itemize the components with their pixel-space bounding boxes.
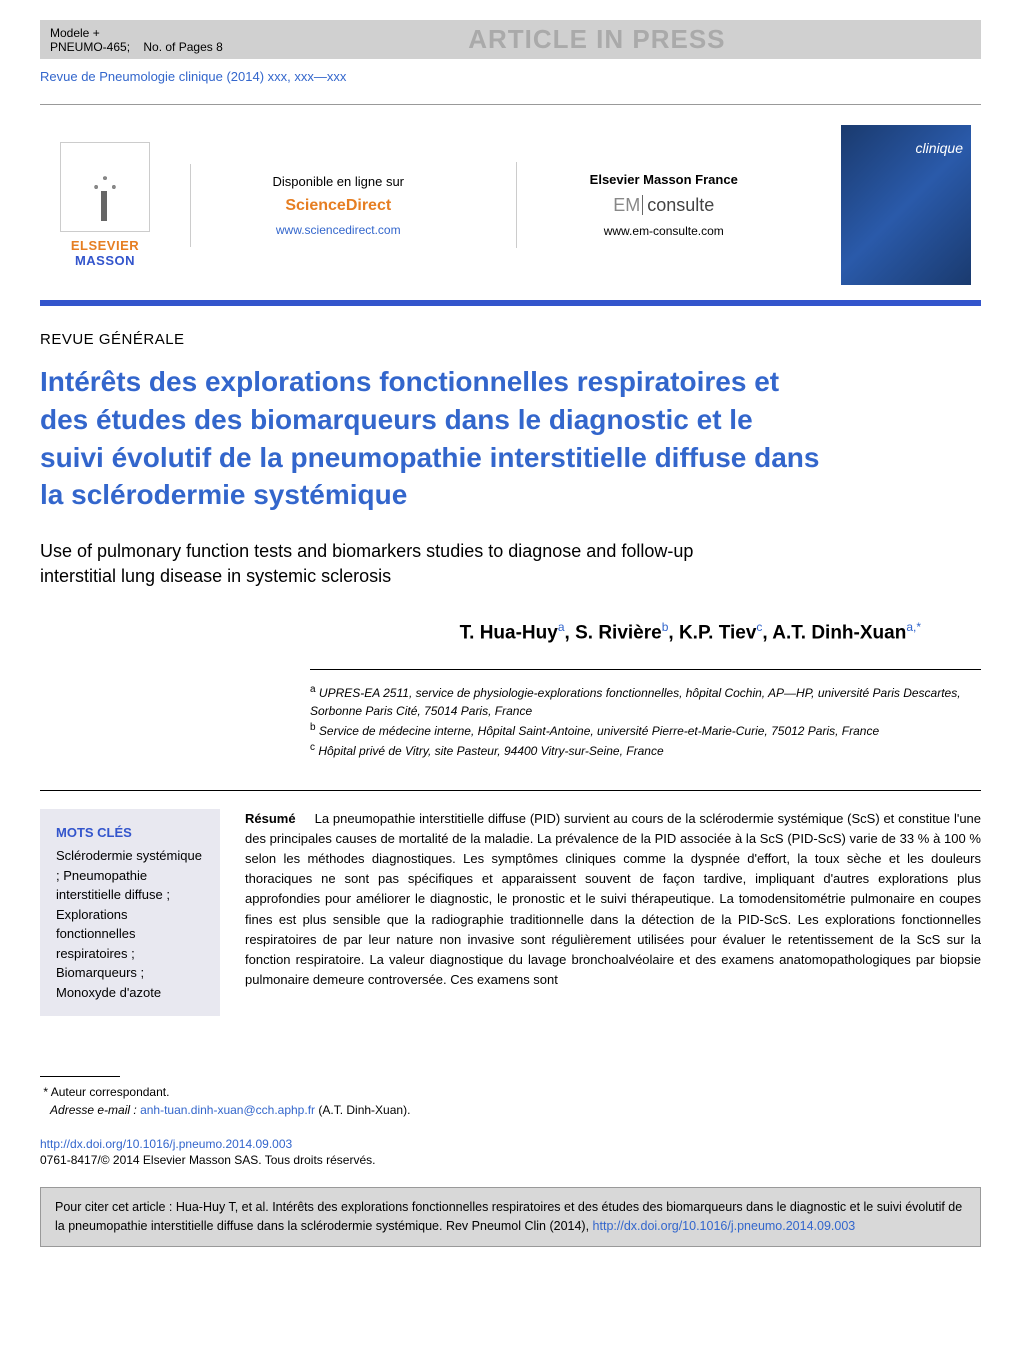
sciencedirect-brand: ScienceDirect — [211, 197, 466, 215]
cover-title: clinique — [916, 140, 963, 156]
header-banner: ELSEVIER MASSON Disponible en ligne sur … — [40, 104, 981, 306]
abstract-text: La pneumopathie interstitielle diffuse (… — [245, 811, 981, 987]
model-label: Modele + — [50, 26, 100, 40]
model-pages: No. of Pages 8 — [143, 40, 222, 54]
keywords-list: Sclérodermie systémique ; Pneumopathie i… — [56, 846, 204, 1002]
available-online-label: Disponible en ligne sur — [211, 174, 466, 189]
corresponding-author: * Auteur correspondant. Adresse e-mail :… — [40, 1083, 981, 1119]
doi-line: http://dx.doi.org/10.1016/j.pneumo.2014.… — [40, 1137, 981, 1151]
elsevier-masson-logo: ELSEVIER MASSON — [50, 142, 160, 268]
article-subtitle: Use of pulmonary function tests and biom… — [40, 539, 740, 589]
model-code: PNEUMO-465; — [50, 40, 130, 54]
emconsulte-column: Elsevier Masson France EMconsulte www.em… — [516, 162, 812, 248]
citation-link[interactable]: http://dx.doi.org/10.1016/j.pneumo.2014.… — [593, 1219, 856, 1233]
email-label: Adresse e-mail : — [50, 1103, 137, 1117]
model-info: Modele + PNEUMO-465; No. of Pages 8 — [50, 26, 223, 54]
sciencedirect-url[interactable]: www.sciencedirect.com — [211, 223, 466, 237]
doi-link[interactable]: http://dx.doi.org/10.1016/j.pneumo.2014.… — [40, 1137, 292, 1151]
elsevier-tree-icon — [60, 142, 150, 232]
section-label: REVUE GÉNÉRALE — [40, 331, 981, 348]
article-in-press-banner: ARTICLE IN PRESS — [223, 24, 971, 55]
abstract: Résumé La pneumopathie interstitielle di… — [245, 809, 981, 1017]
footer-separator — [40, 1076, 120, 1077]
model-bar: Modele + PNEUMO-465; No. of Pages 8 ARTI… — [40, 20, 981, 59]
content-row: MOTS CLÉS Sclérodermie systémique ; Pneu… — [40, 790, 981, 1017]
keywords-title: MOTS CLÉS — [56, 823, 204, 843]
corr-label: Auteur correspondant. — [51, 1085, 170, 1099]
consulte-text: consulte — [642, 195, 714, 215]
emconsulte-brand: EMconsulte — [537, 195, 792, 216]
affiliations: a UPRES-EA 2511, service de physiologie-… — [310, 669, 981, 760]
em-prefix: EM — [613, 195, 640, 215]
corr-person: (A.T. Dinh-Xuan). — [318, 1103, 410, 1117]
emconsulte-url[interactable]: www.em-consulte.com — [537, 224, 792, 238]
journal-reference: Revue de Pneumologie clinique (2014) xxx… — [40, 69, 981, 84]
article-title: Intérêts des explorations fonctionnelles… — [40, 363, 820, 514]
keywords-box: MOTS CLÉS Sclérodermie systémique ; Pneu… — [40, 809, 220, 1017]
journal-cover-thumbnail: clinique — [841, 125, 971, 285]
corr-email[interactable]: anh-tuan.dinh-xuan@cch.aphp.fr — [140, 1103, 315, 1117]
copyright: 0761-8417/© 2014 Elsevier Masson SAS. To… — [40, 1153, 981, 1167]
elsevier-label: ELSEVIER — [71, 238, 139, 253]
authors-list: T. Hua-Huya, S. Rivièreb, K.P. Tievc, A.… — [40, 620, 981, 644]
sciencedirect-column: Disponible en ligne sur ScienceDirect ww… — [190, 164, 486, 247]
citation-box: Pour citer cet article : Hua-Huy T, et a… — [40, 1187, 981, 1247]
elsevier-masson-france-label: Elsevier Masson France — [537, 172, 792, 187]
masson-label: MASSON — [75, 253, 135, 268]
abstract-label: Résumé — [245, 811, 296, 826]
